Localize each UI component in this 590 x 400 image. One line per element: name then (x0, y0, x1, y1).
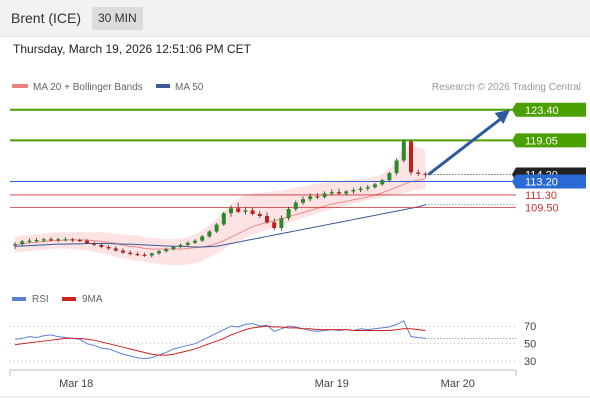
legend-label-rsi: RSI (32, 294, 49, 305)
candle-body (236, 208, 241, 212)
candle-body (272, 222, 277, 228)
candle-body (401, 141, 406, 161)
candle-body (149, 253, 154, 256)
level-label-4: 111.30 (525, 190, 557, 202)
rsi-panel: RSI 9MA 70 50 30 (10, 294, 536, 368)
legend-swatch-9ma (62, 297, 76, 301)
candle-body (365, 187, 370, 189)
candle-body (423, 173, 428, 176)
candle-body (164, 249, 169, 252)
candle-body (27, 240, 32, 242)
candle-body (85, 240, 89, 244)
timeframe-badge[interactable]: 30 MIN (92, 7, 143, 30)
candle-body (13, 244, 17, 246)
candle-body (387, 173, 392, 181)
candle-body (394, 160, 399, 174)
candle-body (135, 254, 140, 256)
candle-body (171, 247, 176, 250)
research-credit: Research © 2026 Trading Central (432, 82, 581, 93)
candle-body (250, 210, 255, 214)
level-label-1: 119.05 (525, 135, 558, 147)
ma20-line (14, 178, 426, 250)
candle-body (77, 239, 82, 242)
legend-label-9ma: 9MA (82, 294, 103, 305)
price-panel: MA 20 + Bollinger Bands MA 50 Research © 2… (10, 82, 586, 266)
candle-body (20, 241, 25, 245)
level-tag-3 (512, 174, 586, 189)
candle-body (279, 218, 284, 228)
candle-body (128, 252, 133, 255)
candle-body (214, 224, 219, 232)
candle-body (70, 239, 75, 241)
candle-body (193, 240, 197, 243)
candle-body (293, 202, 298, 209)
candle-body (243, 210, 248, 212)
candle-body (358, 188, 363, 190)
bollinger-band-fill (15, 144, 426, 266)
rsi-tick-1: 50 (524, 339, 536, 351)
header-bar: Brent (ICE) 30 MIN (0, 0, 590, 37)
candle-body (265, 216, 269, 223)
time-axis: Mar 18 Mar 19 Mar 20 (0, 369, 590, 398)
candle-body (185, 242, 190, 245)
time-tick-0: Mar 18 (59, 378, 93, 390)
candle-body (380, 180, 385, 185)
candle-body (200, 236, 205, 241)
candle-body (121, 250, 125, 253)
datetime-label: Thursday, March 19, 2026 12:51:06 PM CET (13, 42, 251, 56)
legend-label-bollinger: MA 20 + Bollinger Bands (33, 82, 143, 93)
candle-body (409, 141, 413, 173)
candle-body (207, 231, 212, 237)
rsi-line (14, 320, 426, 360)
candle-body (221, 213, 226, 225)
legend-swatch-rsi (12, 297, 26, 301)
candle-body (56, 239, 61, 241)
candle-body (286, 209, 291, 219)
rsi-ma-line (14, 325, 426, 356)
candle-body (229, 208, 233, 214)
ma50-line (14, 204, 426, 248)
candle-body (416, 172, 421, 174)
candle-body (329, 192, 334, 194)
candle-body (106, 247, 111, 249)
level-tag-0 (512, 102, 586, 117)
legend-label-ma50: MA 50 (175, 82, 204, 93)
level-tag-1 (512, 133, 586, 148)
candle-body (178, 244, 183, 247)
level-label-5: 109.50 (525, 203, 559, 215)
candle-body (142, 254, 147, 256)
candle-body (99, 244, 104, 247)
candle-body (337, 192, 341, 194)
candle-body (63, 239, 68, 241)
time-tick-1: Mar 19 (315, 378, 349, 390)
level-label-3: 113.20 (525, 177, 558, 189)
rsi-tick-0: 70 (524, 321, 536, 333)
candle-body (322, 193, 327, 198)
candle-body (351, 190, 356, 192)
candle-body (301, 199, 305, 203)
projection-arrow-shaft (427, 113, 507, 176)
candle-body (113, 248, 118, 251)
candle-body (344, 191, 349, 194)
candle-body (373, 184, 377, 188)
instrument-title: Brent (ICE) (11, 10, 82, 26)
candle-body (257, 213, 262, 217)
candle-body (49, 239, 53, 241)
legend-swatch-bollinger (12, 84, 28, 88)
level-label-0: 123.40 (525, 105, 559, 117)
candle-body (92, 243, 97, 245)
legend-swatch-ma50 (156, 84, 170, 88)
candle-body (34, 239, 39, 242)
projection-arrow-head (494, 109, 510, 124)
candle-body (308, 196, 313, 200)
candle-body (315, 196, 320, 198)
time-tick-2: Mar 20 (441, 378, 475, 390)
candle-body (157, 251, 161, 254)
candle-body (41, 239, 46, 241)
rsi-tick-2: 30 (524, 356, 536, 368)
